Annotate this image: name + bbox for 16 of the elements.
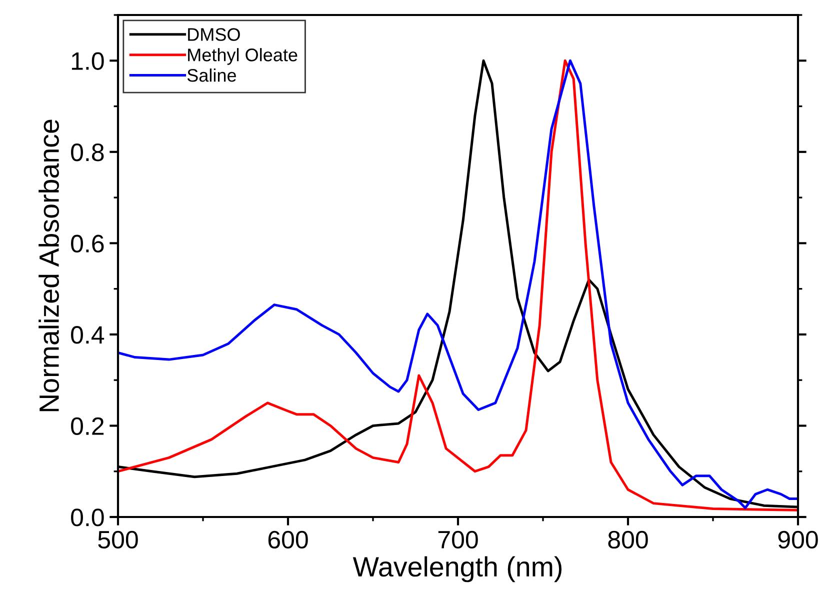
x-tick-label: 800: [608, 530, 648, 549]
legend-label: Methyl Oleate: [188, 48, 298, 65]
x-axis-title: Wavelength (nm): [352, 556, 562, 582]
y-tick-label: 0.2: [71, 417, 104, 436]
x-tick-label: 500: [98, 530, 138, 549]
y-tick-label: 0.0: [71, 508, 104, 526]
legend-label: DMSO: [188, 28, 240, 41]
x-tick-label: 900: [778, 530, 818, 549]
y-tick-label: 0.8: [71, 144, 104, 162]
x-tick-label: 700: [438, 530, 478, 549]
y-axis-title: Normalized Absorbance: [38, 120, 60, 412]
y-tick-label: 0.6: [71, 234, 104, 252]
y-tick-label: 1.0: [72, 52, 104, 70]
x-tick-label: 600: [268, 530, 308, 549]
legend-label: Saline: [187, 68, 236, 82]
y-tick-label: 0.4: [71, 326, 104, 344]
